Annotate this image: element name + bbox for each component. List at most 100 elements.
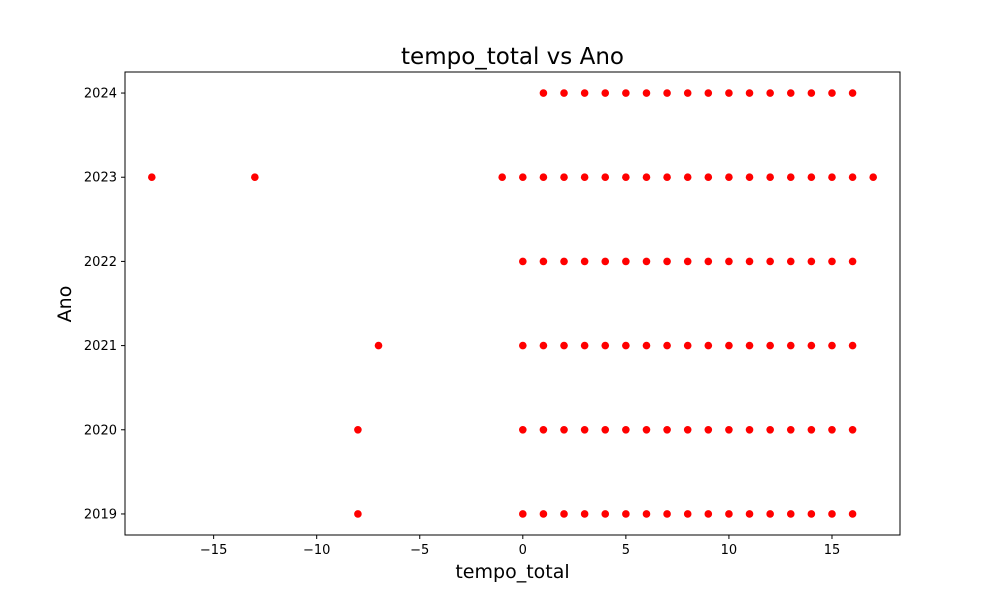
x-tick-label: −5 bbox=[410, 543, 429, 558]
data-point bbox=[622, 89, 630, 97]
data-point bbox=[580, 173, 589, 182]
data-point bbox=[848, 173, 857, 182]
x-axis: −15 −10 −5 0 5 10 15 bbox=[200, 535, 840, 558]
data-point bbox=[725, 257, 733, 266]
data-point bbox=[828, 510, 836, 518]
data-point bbox=[766, 257, 774, 266]
data-point bbox=[786, 89, 795, 97]
data-point bbox=[766, 173, 774, 182]
data-point bbox=[560, 510, 568, 518]
data-point bbox=[601, 257, 610, 266]
data-point bbox=[560, 425, 568, 434]
data-point bbox=[786, 341, 795, 350]
data-point bbox=[148, 173, 156, 182]
data-point bbox=[251, 173, 259, 182]
y-axis-title: Ano bbox=[54, 286, 76, 323]
data-point bbox=[601, 173, 610, 182]
data-point bbox=[519, 341, 527, 350]
x-tick-label: 5 bbox=[622, 543, 630, 558]
data-point bbox=[704, 257, 713, 266]
data-point bbox=[828, 89, 836, 97]
data-point bbox=[539, 89, 548, 97]
data-point bbox=[704, 341, 713, 350]
data-point bbox=[848, 89, 857, 97]
data-point bbox=[725, 173, 733, 182]
data-point bbox=[704, 173, 713, 182]
data-point bbox=[828, 173, 836, 182]
data-point bbox=[580, 510, 589, 518]
data-point bbox=[601, 89, 610, 97]
y-tick-label: 2023 bbox=[84, 171, 117, 186]
data-point bbox=[539, 341, 548, 350]
data-point bbox=[786, 425, 795, 434]
data-point bbox=[642, 510, 651, 518]
data-point bbox=[519, 510, 527, 518]
data-point bbox=[642, 173, 651, 182]
data-point bbox=[642, 425, 651, 434]
data-point bbox=[683, 257, 692, 266]
data-point bbox=[807, 173, 816, 182]
data-point bbox=[663, 257, 671, 266]
data-point bbox=[560, 89, 568, 97]
data-point bbox=[848, 510, 857, 518]
data-point bbox=[539, 425, 548, 434]
data-point bbox=[786, 173, 795, 182]
data-point bbox=[539, 257, 548, 266]
data-point bbox=[725, 510, 733, 518]
data-point bbox=[745, 341, 754, 350]
data-point bbox=[539, 510, 548, 518]
data-point bbox=[519, 257, 527, 266]
y-tick-label: 2020 bbox=[84, 423, 117, 438]
x-axis-title: tempo_total bbox=[455, 561, 569, 583]
x-tick-label: −10 bbox=[303, 543, 330, 558]
data-point bbox=[601, 425, 610, 434]
data-point bbox=[725, 341, 733, 350]
data-point bbox=[786, 257, 795, 266]
y-tick-label: 2019 bbox=[84, 507, 117, 522]
data-point bbox=[766, 341, 774, 350]
data-point bbox=[725, 425, 733, 434]
data-point bbox=[745, 425, 754, 434]
data-point bbox=[580, 425, 589, 434]
data-point bbox=[519, 173, 527, 182]
data-point bbox=[354, 425, 362, 434]
data-point bbox=[745, 173, 754, 182]
y-tick-label: 2024 bbox=[84, 87, 117, 102]
data-point bbox=[683, 425, 692, 434]
data-point bbox=[848, 257, 857, 266]
plot-frame bbox=[124, 71, 901, 536]
data-point bbox=[683, 173, 692, 182]
data-point bbox=[560, 257, 568, 266]
data-point bbox=[766, 425, 774, 434]
x-tick-label: 15 bbox=[824, 543, 841, 558]
data-point bbox=[828, 341, 836, 350]
data-point bbox=[828, 425, 836, 434]
data-point bbox=[601, 341, 610, 350]
data-point bbox=[642, 257, 651, 266]
data-point bbox=[786, 510, 795, 518]
data-point bbox=[766, 89, 774, 97]
data-point bbox=[374, 341, 383, 350]
data-point bbox=[580, 341, 589, 350]
data-point bbox=[519, 425, 527, 434]
data-point bbox=[601, 510, 610, 518]
chart-title: tempo_total vs Ano bbox=[401, 44, 624, 70]
data-point bbox=[807, 341, 816, 350]
data-point bbox=[622, 173, 630, 182]
x-tick-label: −15 bbox=[200, 543, 227, 558]
data-point bbox=[622, 341, 630, 350]
data-point bbox=[663, 341, 671, 350]
x-tick-label: 10 bbox=[721, 543, 738, 558]
data-point bbox=[725, 89, 733, 97]
data-point bbox=[704, 89, 713, 97]
data-point bbox=[766, 510, 774, 518]
data-point bbox=[560, 341, 568, 350]
data-point bbox=[622, 510, 630, 518]
data-point bbox=[745, 257, 754, 266]
x-tick-label: 0 bbox=[519, 543, 527, 558]
data-point bbox=[683, 89, 692, 97]
data-point bbox=[745, 510, 754, 518]
data-point bbox=[807, 425, 816, 434]
